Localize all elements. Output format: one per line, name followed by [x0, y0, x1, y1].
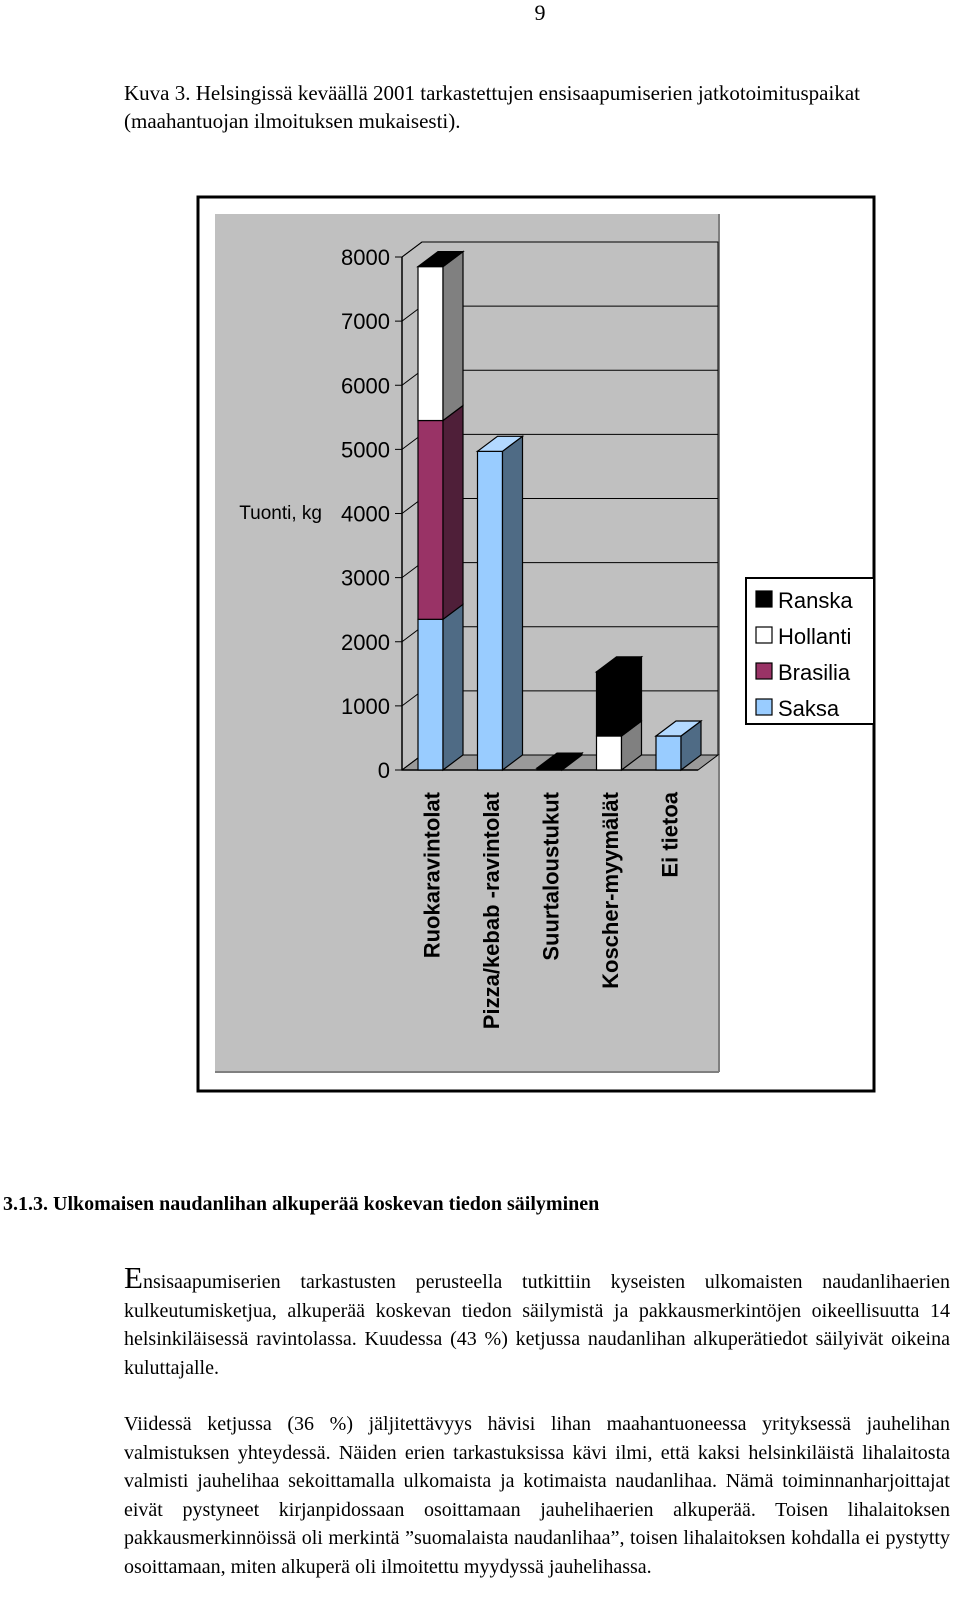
bar-segment-saksa: [655, 735, 682, 771]
legend-swatch-ranska: [755, 590, 773, 608]
category-label: Ruokaravintolat: [420, 791, 445, 958]
bar-segment-hollanti: [595, 735, 623, 771]
bar-side-hollanti: [442, 250, 464, 422]
category-label: Pizza/kebab -ravintolat: [479, 791, 504, 1029]
legend-swatch-hollanti: [755, 626, 773, 644]
section-title: 3.1.3. Ulkomaisen naudanlihan alkuperää …: [3, 1193, 600, 1215]
legend-swatch-saksa: [755, 698, 773, 716]
dropcap: E: [124, 1260, 143, 1295]
y-tick-label: 8000: [341, 245, 390, 270]
y-tick-label: 6000: [341, 373, 390, 398]
legend-label: Ranska: [778, 588, 853, 613]
y-tick-label: 0: [378, 758, 390, 783]
y-tick-label: 2000: [341, 630, 390, 655]
legend-swatch-brasilia: [755, 662, 773, 680]
bar-top: [654, 720, 703, 737]
bar-side-saksa: [442, 603, 464, 772]
bar-top: [475, 435, 525, 452]
y-tick-label: 4000: [341, 502, 390, 527]
category-label: Suurtaloustukut: [539, 791, 564, 960]
bar-top: [594, 656, 644, 673]
page-number: 9: [534, 0, 546, 25]
bar-segment-saksa: [417, 618, 444, 771]
chart: 0 1000 2000 3000 4000 5000 6000 7000 8000 Tuonti,…: [196, 195, 876, 1093]
bar-side-brasilia: [442, 404, 464, 621]
gridline: [401, 241, 718, 258]
y-tick-label: 1000: [341, 694, 390, 719]
legend-label: Brasilia: [778, 660, 851, 685]
category-label: Ei tietoa: [658, 791, 683, 877]
bar-segment-saksa: [476, 450, 504, 771]
y-tick-label: 7000: [341, 309, 390, 334]
bar-side-saksa: [501, 435, 524, 772]
paragraph-2: Viidessä ketjussa (36 %) jäljitettävyys …: [124, 1413, 950, 1578]
bar-segment-hollanti: [417, 266, 444, 422]
bar-segment-brasilia: [417, 419, 444, 620]
y-tick-label: 3000: [341, 566, 390, 591]
paragraph-1: Ensisaapumiserien tarkastusten perusteel…: [124, 1262, 950, 1382]
y-axis-label: Tuonti, kg: [239, 503, 322, 524]
category-label: Koscher-myymälät: [598, 791, 623, 989]
legend-label: Hollanti: [778, 624, 851, 649]
bar-top: [416, 251, 465, 268]
figure-caption: Kuva 3. Helsingissä keväällä 2001 tarkas…: [124, 81, 860, 133]
bar-segment-ranska: [595, 671, 623, 737]
paragraph-1-text: nsisaapumiserien tarkastusten perusteell…: [124, 1271, 950, 1379]
bar-top: [535, 752, 584, 769]
legend-label: Saksa: [778, 696, 840, 721]
y-tick-label: 5000: [341, 437, 390, 462]
